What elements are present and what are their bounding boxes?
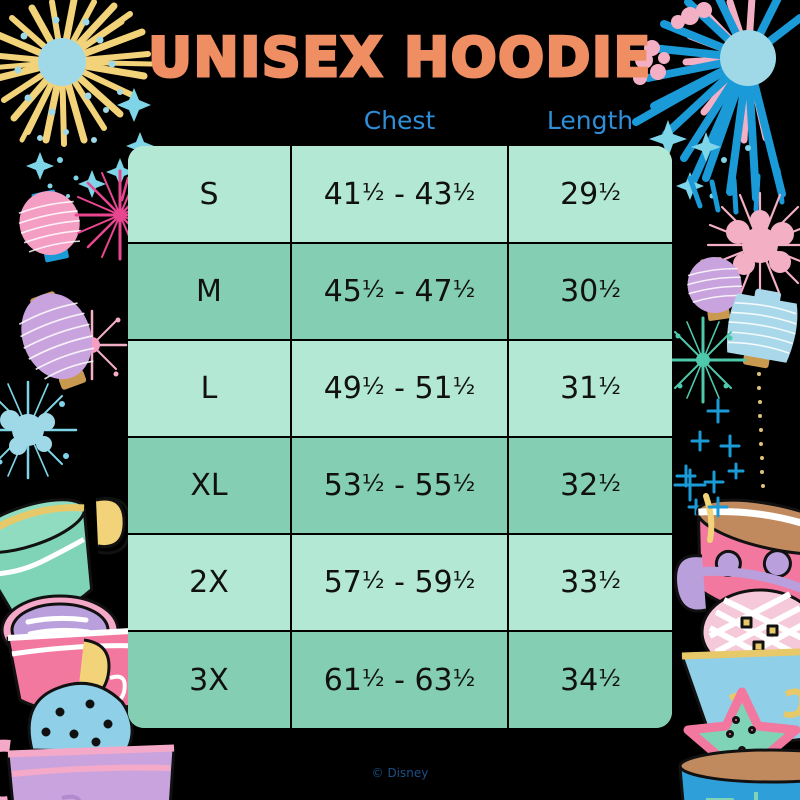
cell-length: 30½ [508, 243, 672, 341]
stacked-teacups-right [674, 493, 800, 800]
column-headers: Chest Length [128, 106, 672, 140]
cell-length: 33½ [508, 534, 672, 632]
paper-lantern-blue [726, 288, 798, 488]
sparkle-starburst-cyan [0, 380, 78, 480]
firework-burst-pink-right [706, 191, 800, 299]
page-title: UNISEX HOODIE [147, 25, 652, 91]
cell-chest: 49½ - 51½ [291, 340, 509, 438]
cell-size: XL [128, 437, 292, 535]
cell-size: L [128, 340, 292, 438]
table-row: 2X 57½ - 59½ 33½ [128, 534, 672, 632]
cell-length: 29½ [508, 146, 672, 244]
paper-lantern-lavender [687, 257, 743, 321]
table-row: 3X 61½ - 63½ 34½ [128, 631, 672, 728]
cell-size: 3X [128, 631, 292, 728]
cell-size: 2X [128, 534, 292, 632]
sparkle-starburst-pink [56, 309, 128, 381]
cell-chest: 61½ - 63½ [291, 631, 509, 728]
cell-chest: 53½ - 55½ [291, 437, 509, 535]
cell-chest: 57½ - 59½ [291, 534, 509, 632]
paper-lantern-purple [18, 291, 95, 390]
sparkle-starburst-teal [659, 316, 747, 404]
table-row: M 45½ - 47½ 30½ [128, 243, 672, 341]
column-header-size [128, 106, 291, 140]
cross-sparkles-blue [675, 398, 745, 516]
table-row: XL 53½ - 55½ 32½ [128, 437, 672, 535]
column-header-chest: Chest [363, 106, 436, 135]
copyright-notice: © Disney [371, 766, 429, 780]
paper-lantern-pink [18, 189, 81, 263]
column-header-length: Length [546, 106, 634, 135]
size-chart-table: S 41½ - 43½ 29½ M 45½ - 47½ 30½ L 49½ - 51½ 31½ X… [128, 146, 672, 728]
cell-size: S [128, 146, 292, 244]
table-row: S 41½ - 43½ 29½ [128, 146, 672, 244]
cell-chest: 45½ - 47½ [291, 243, 509, 341]
cell-length: 34½ [508, 631, 672, 728]
cell-chest: 41½ - 43½ [291, 146, 509, 244]
cell-length: 32½ [508, 437, 672, 535]
sparkle-cluster-blue [673, 468, 729, 518]
table-row: L 49½ - 51½ 31½ [128, 340, 672, 438]
cell-size: M [128, 243, 292, 341]
cell-length: 31½ [508, 340, 672, 438]
